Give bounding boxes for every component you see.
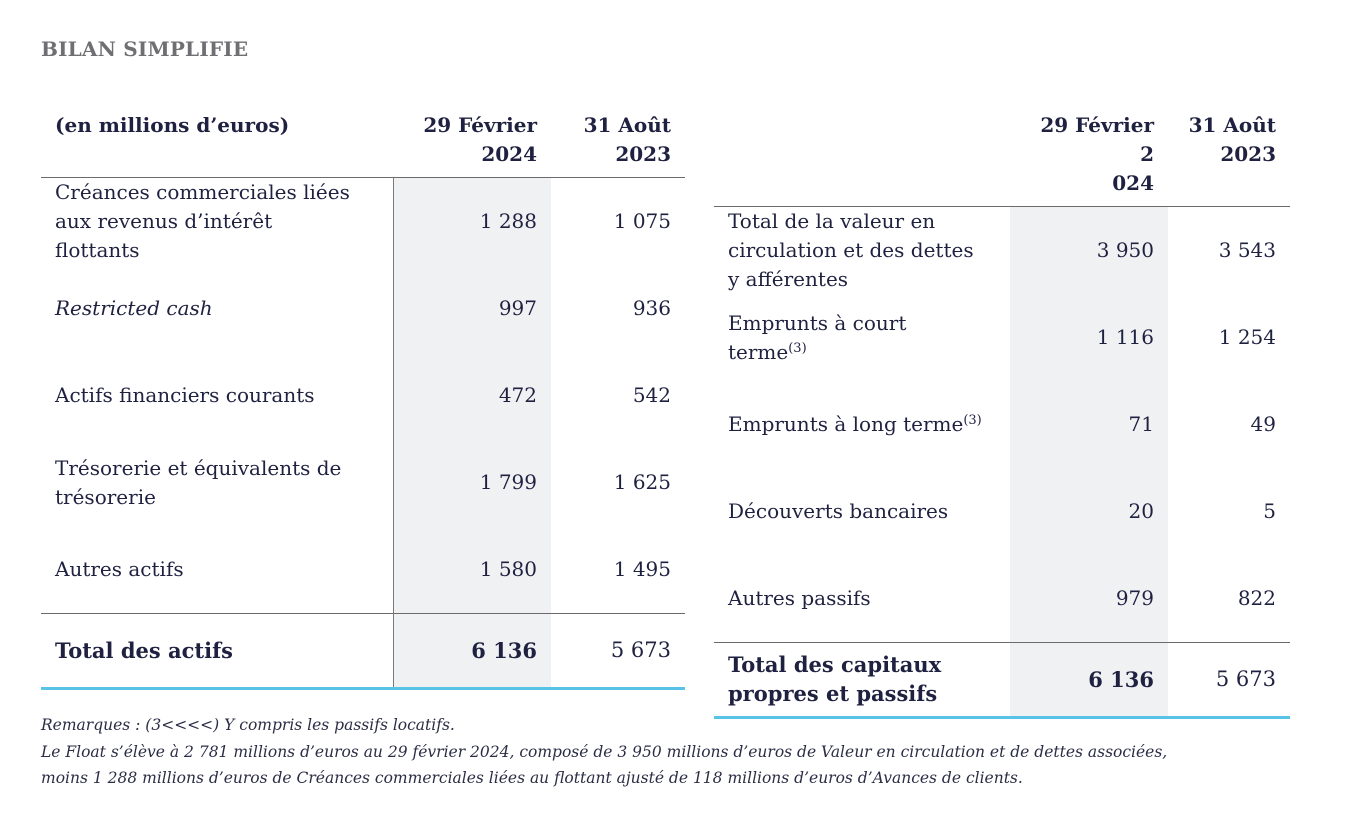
footnote-float-line-1: Le Float s’élève à 2 781 millions d’euro… [41,742,1168,761]
footnote-marker: (3) [788,340,807,356]
total-2024: 6 136 [1010,642,1168,717]
row-label: Trésorerie et équivalents de trésorerie [55,455,342,509]
value-2023: 542 [632,383,671,407]
total-2023: 5 673 [1215,666,1276,691]
table-row: Trésorerie et équivalents de trésorerie … [41,439,685,526]
table-header-row: 29 Février 2 024 31 Août 2023 [714,104,1290,207]
table-row: Emprunts à court terme(3) 1 116 1 254 [714,294,1290,381]
value-2023: 1 495 [613,556,671,581]
row-label: Emprunts à court terme(3) [714,294,1010,381]
value-2024: 997 [392,265,551,352]
value-2024: 472 [392,352,551,439]
header-unit [714,104,1010,207]
value-2024: 71 [1010,381,1168,468]
table-header-row: (en millions d’euros) 29 Février 2024 31… [41,104,685,178]
row-label: Autres actifs [55,556,184,581]
value-2024: 1 288 [392,177,551,265]
value-2024: 979 [1010,555,1168,642]
table-row: Créances commerciales liées aux revenus … [41,177,685,265]
table-row: Découverts bancaires 20 5 [714,468,1290,555]
assets-table: (en millions d’euros) 29 Février 2024 31… [41,104,685,690]
value-2023: 1 075 [613,209,671,233]
value-2023: 1 625 [613,470,671,494]
header-unit: (en millions d’euros) [55,113,290,137]
row-label: Créances commerciales liées aux revenus … [55,180,350,262]
row-label-text: Emprunts à court terme [728,310,907,364]
table-row: Restricted cash 997 936 [41,265,685,352]
header-2023: 31 Août 2023 [583,113,671,166]
value-2024: 1 799 [392,439,551,526]
header-2024: 29 Février 2024 [423,113,537,166]
liabilities-table: 29 Février 2 024 31 Août 2023 Total de l… [714,104,1290,719]
total-label: Total des actifs [55,637,233,663]
table-row: Actifs financiers courants 472 542 [41,352,685,439]
row-label: Actifs financiers courants [55,383,315,407]
value-2024: 3 950 [1010,206,1168,294]
row-label: Restricted cash [55,296,213,320]
table-row: Total de la valeur en circulation et des… [714,206,1290,294]
total-2024: 6 136 [392,613,551,688]
total-row: Total des capitaux propres et passifs 6 … [714,642,1290,717]
value-2023: 49 [1250,412,1276,436]
table-row: Autres passifs 979 822 [714,555,1290,642]
row-label: Total de la valeur en circulation et des… [728,209,974,291]
header-2023: 31 Août 2023 [1188,113,1276,166]
total-label: Total des capitaux propres et passifs [728,652,942,706]
row-label: Emprunts à long terme(3) [714,381,1010,468]
row-label: Découverts bancaires [728,499,949,523]
table-row: Emprunts à long terme(3) 71 49 [714,381,1290,468]
footnote-marker: (3) [963,413,982,428]
total-2023: 5 673 [610,637,671,662]
footnote-remarks: Remarques : (3<<<<) Y compris les passif… [41,716,455,734]
footnotes: Remarques : (3<<<<) Y compris les passif… [41,712,1321,792]
header-2024: 29 Février 2 024 [1040,113,1154,195]
value-2023: 822 [1237,585,1276,610]
footnote-float-line-2: moins 1 288 millions d’euros de Créances… [41,769,1023,787]
value-2024: 20 [1010,468,1168,555]
total-row: Total des actifs 6 136 5 673 [41,613,685,688]
value-2023: 1 254 [1218,325,1276,349]
page-title: BILAN SIMPLIFIE [41,37,249,61]
table-row: Autres actifs 1 580 1 495 [41,526,685,613]
value-2023: 3 543 [1218,238,1276,262]
value-2023: 936 [632,296,671,320]
value-2023: 5 [1263,499,1276,523]
row-label: Autres passifs [728,585,871,610]
value-2024: 1 580 [392,526,551,613]
value-2024: 1 116 [1010,294,1168,381]
row-label-text: Emprunts à long terme [728,412,964,436]
